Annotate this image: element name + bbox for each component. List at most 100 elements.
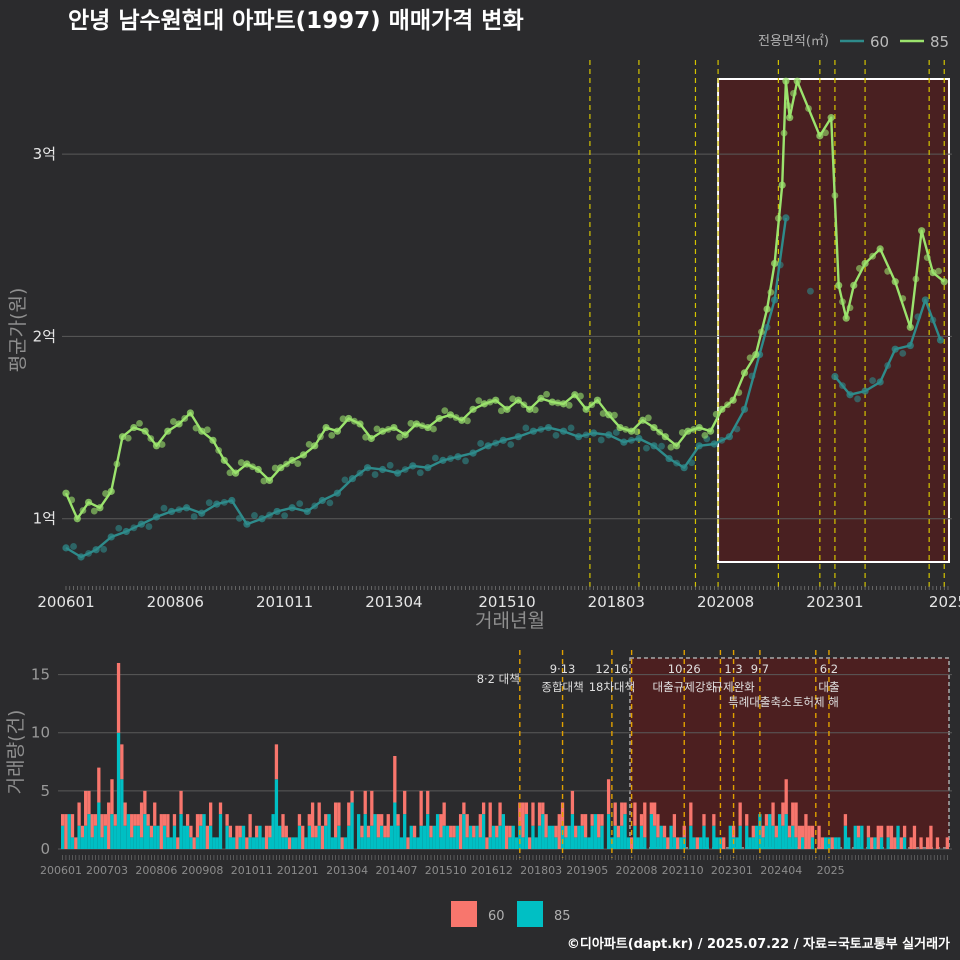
volume-bar-60 bbox=[810, 825, 815, 838]
volume-bar-60 bbox=[600, 814, 604, 826]
volume-bar-60 bbox=[876, 825, 880, 849]
volume-bar-85 bbox=[294, 837, 298, 849]
volume-x-tick-label: 201510 bbox=[425, 864, 467, 877]
data-point-60 bbox=[462, 457, 469, 465]
volume-bar-85 bbox=[593, 814, 598, 849]
data-point-85 bbox=[124, 434, 132, 442]
volume-bar-60 bbox=[774, 825, 778, 838]
volume-bar-85 bbox=[189, 837, 193, 849]
volume-bar-85 bbox=[577, 825, 581, 849]
volume-bar-60 bbox=[90, 814, 94, 838]
volume-bar-85 bbox=[728, 825, 732, 849]
volume-bar-85 bbox=[672, 837, 677, 849]
volume-bar-60 bbox=[866, 825, 871, 838]
volume-bar-85 bbox=[403, 814, 407, 849]
volume-bar-85 bbox=[531, 825, 535, 849]
volume-bar-85 bbox=[153, 825, 157, 849]
policy-label: 9·13 bbox=[550, 662, 576, 676]
volume-bar-85 bbox=[307, 825, 311, 849]
volume-bar-60 bbox=[784, 779, 788, 815]
volume-bar-60 bbox=[100, 814, 104, 838]
volume-bar-85 bbox=[777, 814, 782, 849]
volume-bar-60 bbox=[228, 825, 233, 838]
data-point-85 bbox=[497, 407, 505, 415]
volume-bar-85 bbox=[350, 802, 354, 849]
volume-bar-60 bbox=[761, 825, 765, 838]
data-point-85 bbox=[577, 392, 584, 400]
volume-bar-60 bbox=[74, 837, 78, 849]
volume-bar-60 bbox=[889, 825, 894, 849]
data-point-60 bbox=[522, 424, 530, 432]
volume-bar-85 bbox=[166, 837, 170, 849]
data-point-60 bbox=[477, 440, 485, 447]
volume-x-tick-label: 201201 bbox=[277, 864, 319, 877]
data-point-85 bbox=[543, 390, 550, 398]
volume-bar-60 bbox=[61, 814, 65, 826]
volume-bar-85 bbox=[771, 825, 775, 849]
volume-bar-85 bbox=[347, 825, 351, 849]
volume-bar-85 bbox=[373, 814, 377, 849]
data-point-85 bbox=[328, 431, 336, 439]
volume-bar-60 bbox=[751, 825, 755, 838]
volume-bar-60 bbox=[307, 814, 311, 826]
volume-x-tick-label: 200806 bbox=[135, 864, 177, 877]
volume-bar-85 bbox=[679, 837, 683, 849]
volume-bar-85 bbox=[97, 802, 101, 849]
volume-bar-85 bbox=[653, 825, 657, 849]
data-point-60 bbox=[869, 377, 877, 384]
volume-bar-60 bbox=[935, 837, 940, 849]
volume-bar-85 bbox=[255, 837, 259, 849]
volume-bar-85 bbox=[185, 825, 190, 849]
data-point-60 bbox=[371, 471, 379, 478]
volume-bar-85 bbox=[422, 825, 427, 849]
volume-bar-60 bbox=[337, 802, 341, 826]
volume-bar-85 bbox=[886, 837, 890, 849]
volume-bar-85 bbox=[215, 837, 219, 849]
volume-x-tick-label: 201011 bbox=[231, 864, 273, 877]
volume-bar-60 bbox=[843, 814, 848, 826]
x-tick-label: 202008 bbox=[697, 593, 754, 611]
volume-bar-60 bbox=[350, 790, 354, 803]
volume-bar-85 bbox=[317, 825, 321, 849]
data-point-60 bbox=[100, 545, 108, 553]
policy-label: 12·16 bbox=[595, 662, 628, 676]
volume-bar-60 bbox=[123, 802, 127, 826]
policy-label: 9·7 bbox=[751, 662, 769, 676]
volume-bar-60 bbox=[172, 814, 177, 826]
volume-bar-60 bbox=[912, 825, 917, 849]
legend-swatch-85 bbox=[517, 901, 543, 927]
volume-bar-85 bbox=[143, 814, 147, 849]
volume-bar-85 bbox=[774, 837, 778, 849]
volume-bar-85 bbox=[659, 825, 663, 849]
volume-bar-60 bbox=[153, 802, 157, 826]
volume-y-tick-label: 10 bbox=[31, 724, 50, 742]
data-point-60 bbox=[296, 500, 304, 508]
volume-bar-85 bbox=[567, 825, 571, 849]
volume-bar-85 bbox=[626, 837, 630, 849]
volume-bar-85 bbox=[304, 837, 308, 849]
footer-credit: ©디아파트(dapt.kr) / 2025.07.22 / 자료=국토교통부 실… bbox=[567, 936, 950, 952]
volume-bar-85 bbox=[649, 814, 653, 849]
volume-bar-85 bbox=[705, 837, 709, 849]
data-point-60 bbox=[115, 524, 123, 532]
volume-bar-60 bbox=[93, 814, 98, 826]
volume-bar-85 bbox=[169, 837, 173, 849]
data-point-60 bbox=[205, 499, 213, 507]
volume-bar-60 bbox=[376, 814, 381, 838]
volume-bar-60 bbox=[333, 802, 338, 838]
volume-bar-60 bbox=[116, 662, 121, 733]
volume-bar-85 bbox=[633, 825, 637, 849]
volume-bar-60 bbox=[870, 837, 874, 849]
volume-bar-85 bbox=[103, 825, 108, 849]
volume-bar-60 bbox=[199, 814, 203, 826]
volume-bar-60 bbox=[297, 814, 302, 826]
volume-bar-85 bbox=[113, 825, 117, 849]
volume-bar-85 bbox=[738, 825, 742, 849]
volume-bar-85 bbox=[508, 837, 512, 849]
volume-bar-60 bbox=[616, 825, 621, 838]
volume-bar-60 bbox=[656, 814, 660, 838]
volume-bar-85 bbox=[616, 837, 621, 849]
volume-bar-60 bbox=[462, 802, 466, 815]
legend-title: 전용면적(㎡) bbox=[758, 34, 829, 49]
